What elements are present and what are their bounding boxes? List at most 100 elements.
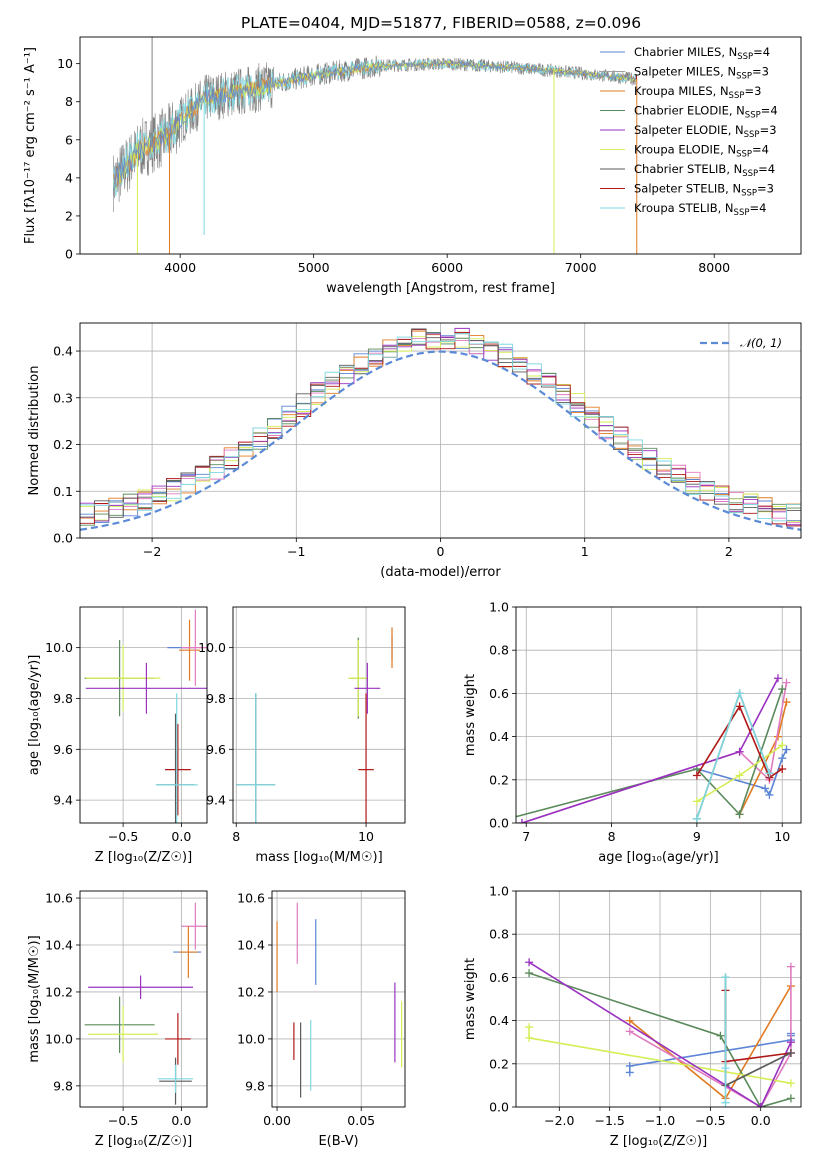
weight-marker	[716, 1031, 725, 1040]
chart-mass-vs-EBV: 0.00 0.05 9.8 10.0 10.2 10.4 10.6 E(B-V)	[237, 891, 406, 1149]
residual-histogram	[80, 333, 801, 522]
plot-area	[525, 958, 795, 1107]
weight-line	[528, 961, 792, 1107]
weight-marker	[517, 819, 526, 823]
weight-marker	[773, 674, 782, 683]
x-tick-label: 0.0	[171, 829, 191, 844]
weight-marker	[765, 790, 774, 799]
weight-marker	[735, 771, 744, 780]
x-tick-label: −2.0	[544, 1113, 574, 1128]
weight-marker	[721, 1098, 730, 1107]
y-tick-label: 10.2	[237, 984, 265, 999]
legend-entry: Kroupa STELIB, NSSP=4	[634, 201, 766, 218]
x-tick-label: 0.00	[263, 1113, 291, 1128]
x-tick-label: −2	[143, 544, 161, 559]
x-axis-label: wavelength [Angstrom, rest frame]	[326, 281, 555, 296]
x-tick-label: 1	[581, 544, 589, 559]
chart-spectrum: 4000 5000 6000 7000 8000 0 2 4 6 8 10 wavelength [A…	[23, 36, 802, 296]
weight-marker	[525, 969, 534, 978]
weight-marker	[625, 1061, 634, 1070]
chart-mass-vs-Z: −0.5 0.0 9.8 10.0 10.2 10.4 10.6 Z [log₁₀(Z/Z☉)…	[27, 890, 208, 1149]
legend: 𝒩(0, 1)	[700, 336, 782, 350]
data-spectrum	[113, 55, 638, 213]
legend-entry: Salpeter STELIB, NSSP=3	[634, 182, 774, 199]
legend-entry: Salpeter MILES, NSSP=3	[634, 65, 769, 82]
chart-weight-vs-age: 7 8 9 10 0.0 0.2 0.4 0.6 0.8 1.0 age [log₁₀(age/yr…	[463, 600, 802, 865]
y-tick-label: 9.4	[206, 793, 226, 808]
y-tick-label: 0.4	[489, 729, 509, 744]
weight-marker	[735, 810, 744, 819]
plot-frame	[515, 606, 802, 824]
weight-marker	[765, 769, 774, 778]
x-tick-label: 10	[358, 829, 374, 844]
y-tick-label: 0.2	[489, 1056, 509, 1071]
chart-age-vs-mass: 8 10 9.4 9.6 9.8 10.0 mass [log₁₀(M/M☉)]	[198, 606, 406, 865]
y-tick-label: 1.0	[489, 600, 509, 615]
weight-marker	[786, 1079, 795, 1088]
y-tick-label: 9.8	[53, 691, 73, 706]
y-tick-label: 0.2	[489, 772, 509, 787]
plot-area	[113, 37, 638, 254]
legend-entry: Kroupa MILES, NSSP=3	[634, 84, 761, 101]
y-tick-label: 0.8	[489, 643, 509, 658]
y-tick-label: 8	[65, 94, 73, 109]
y-tick-label: 10.6	[45, 891, 73, 906]
plot-frame	[79, 36, 802, 255]
x-tick-label: −1.0	[645, 1113, 675, 1128]
y-tick-label: 0.0	[489, 816, 509, 831]
weight-marker	[525, 958, 534, 967]
y-tick-label: 10.0	[45, 1031, 73, 1046]
y-tick-label: 9.6	[206, 742, 226, 757]
weight-marker	[778, 685, 787, 694]
chart-residuals: −2 −1 0 1 2 0.0 0.1 0.2 0.3 0.4 (data-model)/error…	[27, 322, 802, 580]
y-tick-label: 10.4	[237, 938, 265, 953]
y-tick-label: 10.0	[237, 1031, 265, 1046]
y-axis-label: Normed distribution	[27, 366, 42, 496]
plot-frame	[515, 890, 802, 1108]
y-tick-label: 0.2	[53, 437, 73, 452]
x-tick-label: −1	[287, 544, 305, 559]
x-tick-label: −0.5	[108, 1113, 138, 1128]
plot-area	[516, 674, 791, 823]
y-tick-label: 0.4	[489, 1013, 509, 1028]
weight-marker	[625, 1016, 634, 1025]
legend-entry: Chabrier STELIB, NSSP=4	[634, 162, 775, 179]
weight-marker	[782, 745, 791, 754]
weight-marker	[721, 1064, 730, 1073]
weight-marker	[778, 754, 787, 763]
y-tick-label: 6	[65, 132, 73, 147]
y-tick-label: 9.6	[53, 742, 73, 757]
model-spectrum	[113, 59, 637, 191]
y-tick-label: 9.8	[245, 1078, 265, 1093]
x-tick-label: 2	[725, 544, 733, 559]
legend-entry: 𝒩(0, 1)	[740, 336, 782, 350]
y-tick-label: 0.4	[53, 344, 73, 359]
residual-histogram	[80, 328, 801, 518]
residual-histogram	[80, 336, 801, 522]
legend-entry: Salpeter ELODIE, NSSP=3	[634, 123, 777, 140]
y-tick-label: 0	[65, 247, 73, 262]
weight-marker	[786, 1094, 795, 1103]
weight-marker	[692, 797, 701, 806]
weight-marker	[525, 1023, 534, 1032]
y-tick-label: 0.0	[53, 531, 73, 546]
model-spectrum	[113, 58, 637, 197]
x-axis-label: mass [log₁₀(M/M☉)]	[255, 850, 382, 865]
weight-marker	[692, 771, 701, 780]
weight-line	[521, 682, 788, 823]
weight-marker	[735, 702, 744, 711]
plot-frame	[79, 606, 208, 824]
x-tick-label: 10	[774, 829, 790, 844]
x-tick-label: 0.0	[751, 1113, 771, 1128]
model-spectrum	[113, 59, 637, 191]
plot-area	[84, 609, 207, 823]
weight-marker	[782, 678, 791, 687]
legend-entry: Kroupa ELODIE, NSSP=4	[634, 143, 769, 160]
figure-title: PLATE=0404, MJD=51877, FIBERID=0588, z=0…	[241, 14, 641, 32]
y-tick-label: 9.8	[206, 691, 226, 706]
y-tick-label: 10	[57, 56, 73, 71]
plot-frame	[79, 890, 208, 1108]
y-tick-label: 10.0	[198, 640, 226, 655]
chart-weight-vs-Z: −2.0 −1.5 −1.0 −0.5 0.0 0.0 0.2 0.4 0.6 0.8 1.0 Z […	[463, 884, 802, 1149]
weight-line	[696, 691, 771, 819]
